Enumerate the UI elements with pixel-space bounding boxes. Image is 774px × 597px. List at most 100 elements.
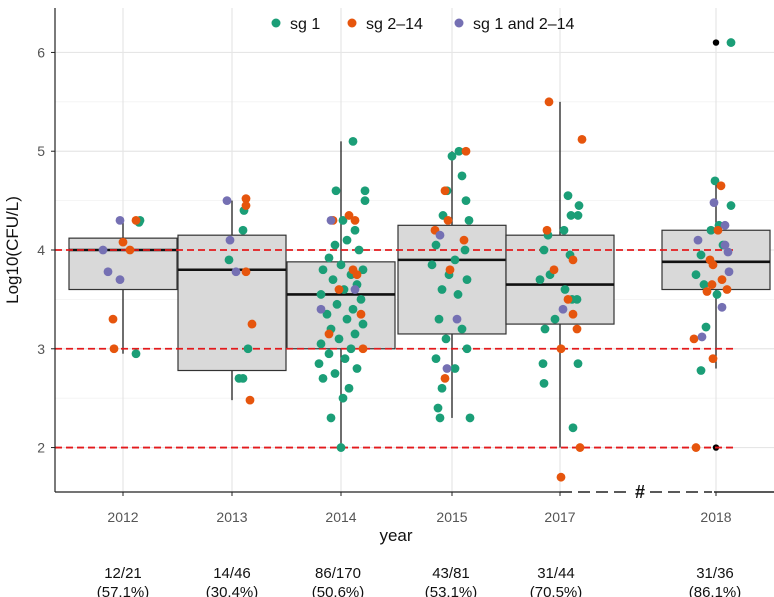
data-point [342,314,352,324]
legend-label: sg 1 [290,16,320,33]
data-point [328,275,338,285]
data-point [245,395,255,405]
data-point [723,247,733,257]
data-point [716,181,726,191]
count-percent: (30.4%) [206,584,259,597]
data-point [225,235,235,245]
count-percent: (86.1%) [689,584,742,597]
data-point [352,270,362,280]
data-point [447,151,457,161]
data-point [559,225,569,235]
data-point [125,245,135,255]
data-point [539,378,549,388]
data-point [699,280,709,289]
data-point [560,285,570,294]
data-point [98,245,108,255]
data-point [342,235,352,245]
data-point [316,290,326,299]
legend-marker [454,18,464,28]
data-point [348,136,358,146]
data-point [338,393,348,403]
data-point [442,364,452,373]
data-point [338,215,348,225]
data-point [222,196,232,206]
data-point [352,364,362,373]
count-fraction: 31/44 [537,565,575,582]
data-point [693,235,703,245]
data-point [356,294,366,304]
data-point [573,359,583,368]
data-point [461,196,471,206]
data-point [437,383,447,393]
data-point [450,255,460,265]
data-point [544,97,554,107]
data-point [316,304,326,314]
data-point [712,290,722,299]
data-point [330,240,340,250]
y-tick-label: 3 [37,341,45,357]
data-point [243,344,253,354]
data-point [568,309,578,319]
data-point [334,334,344,344]
count-fraction: 12/21 [104,565,142,582]
data-point [241,267,251,277]
data-point [538,359,548,368]
y-tick-label: 2 [37,440,45,456]
data-point [336,260,346,270]
outlier-point [712,39,720,46]
data-point [573,211,583,220]
sample-counts: 12/21 (57.1%) 14/46 (30.4%) 86/170 (50.6%) 43/… [97,565,742,597]
data-point [706,225,716,235]
data-point [540,324,550,334]
data-point [697,332,707,342]
x-tick-label: 2018 [700,509,731,525]
data-point [722,285,732,294]
data-point [708,354,718,364]
data-point [435,413,445,423]
data-point [247,319,257,329]
legend: sg 1 sg 2–14 sg 1 and 2–14 [271,16,575,33]
count-fraction: 14/46 [213,565,251,582]
data-point [238,374,248,383]
data-point [691,443,701,452]
data-point [550,314,560,324]
data-point [563,294,573,304]
data-point [334,285,344,294]
box-iqr [661,229,771,291]
axes: #2 3 4 5 6 2012 2013 2014 2015 2017 2018 [37,8,774,525]
data-point [542,225,552,235]
data-point [726,38,736,47]
data-point [346,344,356,354]
data-point [109,344,119,354]
count-fraction: 43/81 [432,565,470,582]
data-point [330,369,340,378]
count-percent: (53.1%) [425,584,478,597]
data-point [318,265,328,275]
data-point [437,285,447,294]
legend-label: sg 2–14 [366,16,423,33]
data-point [457,171,467,181]
data-point [460,245,470,255]
data-point [577,134,587,144]
data-point [453,290,463,299]
x-tick-label: 2014 [325,509,356,525]
legend-marker [347,18,357,28]
data-point [350,285,360,294]
data-point [332,299,342,309]
legend-label: sg 1 and 2–14 [473,16,575,33]
data-point [358,344,368,354]
box-iqr [397,224,507,335]
data-point [726,201,736,210]
data-point [324,253,334,263]
data-point [316,339,326,349]
data-point [465,413,475,423]
data-point [689,334,699,344]
count-fraction: 86/170 [315,565,361,582]
data-point [427,260,437,270]
data-point [708,260,718,270]
data-point [440,374,450,383]
data-point [356,309,366,319]
data-point [324,329,334,339]
data-point [709,198,719,207]
